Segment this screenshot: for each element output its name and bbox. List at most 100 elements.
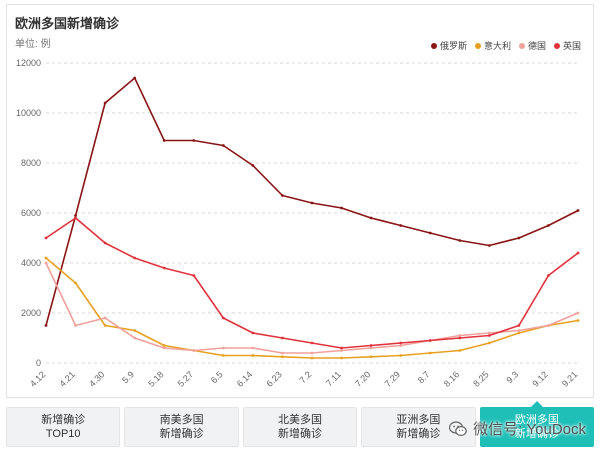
x-tick-label: 4.30	[87, 369, 106, 388]
data-point	[192, 349, 196, 352]
data-point	[221, 346, 225, 350]
data-point	[487, 341, 491, 345]
data-point	[74, 281, 77, 285]
data-point	[576, 311, 580, 315]
data-point	[340, 346, 343, 350]
x-tick-label: 6.23	[264, 369, 283, 388]
data-point	[340, 356, 343, 360]
data-point	[487, 244, 491, 247]
data-point	[428, 231, 432, 235]
x-tick-label: 8.25	[471, 369, 490, 388]
data-point	[547, 324, 550, 327]
legend-item-uk[interactable]: 英国	[553, 39, 581, 52]
data-point	[458, 334, 462, 337]
data-point	[74, 214, 77, 217]
data-point	[44, 256, 48, 260]
legend-dot-italy	[474, 42, 481, 49]
legend-label-italy: 意大利	[483, 41, 511, 51]
data-point	[192, 274, 196, 277]
data-point	[162, 346, 166, 350]
wechat-icon	[449, 420, 467, 436]
data-point	[487, 331, 491, 335]
x-tick-label: 8.7	[416, 369, 432, 385]
data-point	[369, 344, 373, 347]
data-point	[428, 351, 432, 355]
tab-top10[interactable]: 新增确诊 TOP10	[6, 407, 121, 447]
data-point	[458, 239, 462, 242]
data-point	[281, 351, 284, 355]
data-point	[576, 319, 580, 322]
data-point	[44, 261, 48, 265]
data-point	[517, 329, 521, 332]
region-tabs: 新增确诊 TOP10 南美多国 新增确诊 北美多国 新增确诊 亚洲多国 新增确诊…	[6, 401, 595, 447]
legend-item-italy[interactable]: 意大利	[474, 39, 511, 52]
data-point	[369, 346, 373, 350]
y-tick-label: 10000	[16, 108, 41, 118]
x-tick-label: 4.21	[58, 369, 77, 388]
x-tick-label: 5.18	[146, 369, 165, 388]
chart-card: 欧洲多国新增确诊 单位: 例 俄罗斯 意大利 德国 英国	[6, 4, 594, 398]
data-point	[221, 316, 225, 320]
y-tick-label: 6000	[21, 208, 41, 218]
data-point	[103, 101, 107, 105]
data-point	[44, 324, 48, 327]
x-tick-label: 9.3	[504, 369, 520, 385]
chart-title: 欧洲多国新增确诊	[15, 16, 120, 31]
legend-item-germany[interactable]: 德国	[518, 39, 546, 52]
tab-north-america-line1: 北美多国	[278, 414, 323, 426]
data-point	[281, 355, 284, 359]
legend-item-russia[interactable]: 俄罗斯	[430, 39, 467, 52]
data-point	[399, 344, 403, 347]
legend-label-russia: 俄罗斯	[439, 41, 467, 51]
tab-south-america[interactable]: 南美多国 新增确诊	[124, 407, 239, 447]
data-point	[281, 336, 284, 340]
data-point	[103, 324, 107, 327]
tab-north-america[interactable]: 北美多国 新增确诊	[242, 407, 358, 447]
y-tick-label: 2000	[21, 308, 41, 318]
x-tick-label: 6.5	[209, 369, 225, 385]
data-point	[74, 216, 77, 220]
legend-label-germany: 德国	[527, 41, 546, 51]
data-point	[281, 194, 284, 197]
tab-south-america-line2: 新增确诊	[159, 428, 204, 440]
y-tick-label: 12000	[16, 58, 41, 68]
tab-asia[interactable]: 亚洲多国 新增确诊	[361, 407, 476, 447]
data-point	[487, 334, 491, 337]
data-point	[133, 329, 137, 332]
y-tick-label: 0	[36, 358, 41, 368]
legend-dot-uk	[553, 42, 560, 49]
data-point	[251, 354, 255, 357]
data-point	[162, 266, 166, 270]
data-point	[310, 341, 314, 345]
x-tick-label: 7.20	[353, 369, 372, 388]
data-point	[133, 336, 137, 340]
x-tick-label: 8.16	[442, 369, 461, 388]
data-point	[251, 164, 255, 167]
x-tick-label: 6.14	[235, 369, 254, 388]
legend: 俄罗斯 意大利 德国 英国	[430, 39, 581, 52]
data-point	[103, 241, 107, 245]
tab-top10-line2: TOP10	[45, 428, 81, 440]
unit-label: 单位: 例	[15, 39, 51, 50]
data-point	[399, 224, 403, 227]
y-tick-label: 4000	[21, 258, 41, 268]
data-point	[517, 324, 521, 327]
tab-asia-line2: 新增确诊	[396, 428, 441, 440]
data-point	[44, 236, 48, 240]
tab-europe[interactable]: 欧洲多国 新增确诊	[479, 401, 595, 447]
data-point	[399, 354, 403, 357]
data-point	[517, 236, 521, 240]
legend-label-uk: 英国	[562, 41, 581, 51]
y-tick-label: 8000	[21, 158, 41, 168]
x-tick-label: 9.12	[530, 369, 549, 388]
data-point	[310, 351, 314, 355]
x-tick-label: 5.27	[176, 369, 195, 388]
x-tick-label: 5.9	[120, 369, 136, 385]
data-point	[547, 274, 550, 277]
data-point	[547, 224, 550, 227]
x-tick-label: 7.2	[297, 369, 313, 385]
tab-asia-line1: 亚洲多国	[396, 414, 441, 426]
data-point	[576, 209, 580, 212]
data-point	[310, 356, 314, 360]
